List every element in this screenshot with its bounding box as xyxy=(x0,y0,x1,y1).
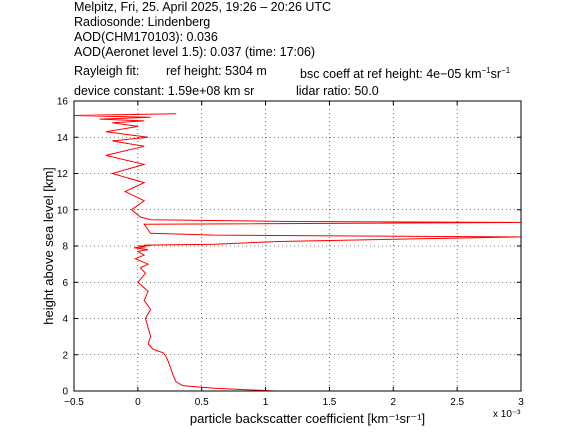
x-axis-label: particle backscatter coefficient [km⁻¹sr… xyxy=(190,411,425,426)
x-tick-label: 1.5 xyxy=(322,397,336,408)
x-tick-label: 0 xyxy=(135,397,141,408)
y-tick-label: 8 xyxy=(62,242,68,253)
header-device-constant: device constant: 1.59e+08 km sr xyxy=(74,84,255,98)
header-bsc-coeff: bsc coeff at ref height: 4e−05 km−1sr−1 xyxy=(300,66,511,82)
header-ref-height: ref height: 5304 m xyxy=(166,64,267,78)
header-bsc-text: bsc coeff at ref height: 4e−05 km xyxy=(300,67,482,82)
backscatter-profile-line xyxy=(73,113,522,392)
y-axis-label: height above sea level [km] xyxy=(41,167,56,325)
header-lidar-ratio: lidar ratio: 50.0 xyxy=(296,84,379,98)
header-title: Melpitz, Fri, 25. April 2025, 19:26 – 20… xyxy=(74,0,332,14)
header-aod-chm: AOD(CHM170103): 0.036 xyxy=(74,30,218,44)
x-multiplier: x 10⁻³ xyxy=(493,409,521,420)
y-tick-label: 16 xyxy=(57,97,69,108)
y-tick-label: 10 xyxy=(57,205,69,216)
y-tick-label: 14 xyxy=(57,133,69,144)
y-tick-labels: 0 2 4 6 8 10 12 14 16 xyxy=(57,97,69,398)
y-tick-label: 2 xyxy=(62,350,68,361)
x-tick-label: 3 xyxy=(518,397,524,408)
y-tick-label: 0 xyxy=(62,387,68,398)
header-rayleigh-label: Rayleigh fit: xyxy=(74,64,140,78)
x-tick-label: 2 xyxy=(391,397,397,408)
x-tick-label: 1 xyxy=(263,397,269,408)
y-tick-label: 6 xyxy=(62,278,68,289)
y-tick-label: 4 xyxy=(62,314,68,325)
header-aod-aeronet: AOD(Aeronet level 1.5): 0.037 (time: 17:… xyxy=(74,45,316,59)
x-tick-labels: −0.5 0 0.5 1 1.5 2 2.5 3 xyxy=(64,397,524,408)
header-radiosonde: Radiosonde: Lindenberg xyxy=(74,15,211,29)
tick-marks xyxy=(73,100,522,392)
x-tick-label: 0.5 xyxy=(195,397,209,408)
y-tick-label: 12 xyxy=(57,169,69,180)
grid xyxy=(74,101,521,391)
x-tick-label: 2.5 xyxy=(450,397,464,408)
x-tick-label: −0.5 xyxy=(64,397,84,408)
